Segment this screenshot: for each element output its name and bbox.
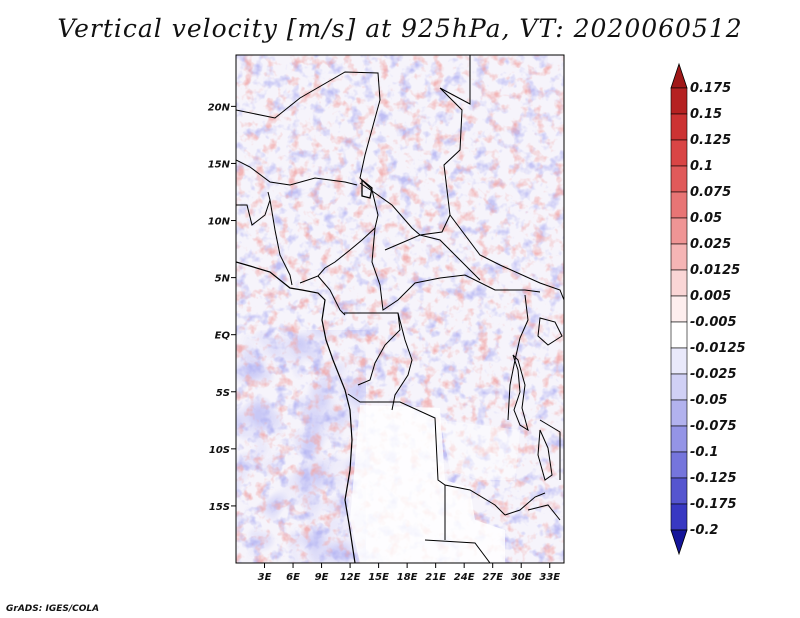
lat-tick-label: 5N — [215, 274, 231, 285]
colorbar-label: -0.2 — [690, 523, 718, 538]
colorbar-label: -0.025 — [690, 367, 737, 382]
colorbar-bin — [670, 477, 688, 505]
lon-tick-label: 30E — [511, 572, 532, 583]
colorbar-label: 0.175 — [690, 81, 731, 96]
lon-tick-label: 24E — [454, 572, 475, 583]
colorbar-bin — [670, 113, 688, 141]
colorbar-label: 0.005 — [690, 289, 731, 304]
latitude-axis: 20N 15N 10N 5N EQ 5S 10S 15S — [208, 102, 236, 513]
colorbar-bin — [670, 165, 688, 193]
colorbar-label: -0.0125 — [690, 341, 746, 356]
lat-tick-label: 20N — [208, 102, 231, 113]
colorbar-label: 0.075 — [690, 185, 731, 200]
colorbar-label: -0.175 — [690, 497, 737, 512]
colorbar-bin — [670, 87, 688, 115]
colorbar-label: -0.075 — [690, 419, 737, 434]
colorbar-bin — [670, 321, 688, 349]
colorbar-bin — [670, 373, 688, 401]
lon-tick-label: 27E — [482, 572, 503, 583]
colorbar-bin — [670, 269, 688, 297]
lat-tick-label: 5S — [216, 388, 230, 399]
colorbar: 0.175 0.15 0.125 0.1 0.075 0.05 0.025 0.0125 0.0… — [670, 62, 746, 556]
colorbar-bin — [670, 217, 688, 245]
colorbar-label: -0.125 — [690, 471, 737, 486]
colorbar-bin — [670, 451, 688, 479]
lat-tick-label: 15S — [209, 502, 230, 513]
colorbar-top-arrow — [670, 62, 688, 89]
lon-tick-label: 9E — [315, 572, 329, 583]
lat-tick-label: EQ — [215, 331, 231, 342]
lon-tick-label: 12E — [340, 572, 361, 583]
colorbar-bin — [670, 347, 688, 375]
lat-tick-label: 15N — [208, 159, 231, 170]
colorbar-label: 0.15 — [690, 107, 722, 122]
lon-tick-label: 15E — [368, 572, 389, 583]
lon-tick-label: 21E — [425, 572, 446, 583]
colorbar-bin — [670, 191, 688, 219]
colorbar-bin — [670, 425, 688, 453]
lat-tick-label: 10N — [208, 217, 231, 228]
grads-credit: GrADS: IGES/COLA — [6, 604, 100, 614]
colorbar-label: 0.125 — [690, 133, 731, 148]
lon-tick-label: 6E — [286, 572, 300, 583]
longitude-axis: 3E 6E 9E 12E 15E 18E 21E 24E 27E 30E 33E — [258, 563, 560, 583]
plot-title: Vertical velocity [m/s] at 925hPa, VT: 2… — [57, 14, 743, 43]
colorbar-label: 0.05 — [690, 211, 722, 226]
colorbar-label: 0.0125 — [690, 263, 740, 278]
colorbar-bin — [670, 503, 688, 531]
velocity-field — [236, 55, 564, 563]
lon-tick-label: 3E — [258, 572, 272, 583]
lon-tick-label: 33E — [539, 572, 560, 583]
lat-tick-label: 10S — [209, 445, 230, 456]
colorbar-bin — [670, 399, 688, 427]
colorbar-bottom-arrow — [670, 529, 688, 556]
lon-tick-label: 18E — [397, 572, 418, 583]
colorbar-label: -0.1 — [690, 445, 718, 460]
colorbar-label: -0.05 — [690, 393, 727, 408]
colorbar-bin — [670, 243, 688, 271]
colorbar-label: 0.025 — [690, 237, 731, 252]
country-borders — [236, 55, 564, 563]
colorbar-label: 0.1 — [690, 159, 713, 174]
plot-frame — [235, 54, 565, 564]
colorbar-bin — [670, 295, 688, 323]
colorbar-label: -0.005 — [690, 315, 737, 330]
colorbar-bin — [670, 139, 688, 167]
